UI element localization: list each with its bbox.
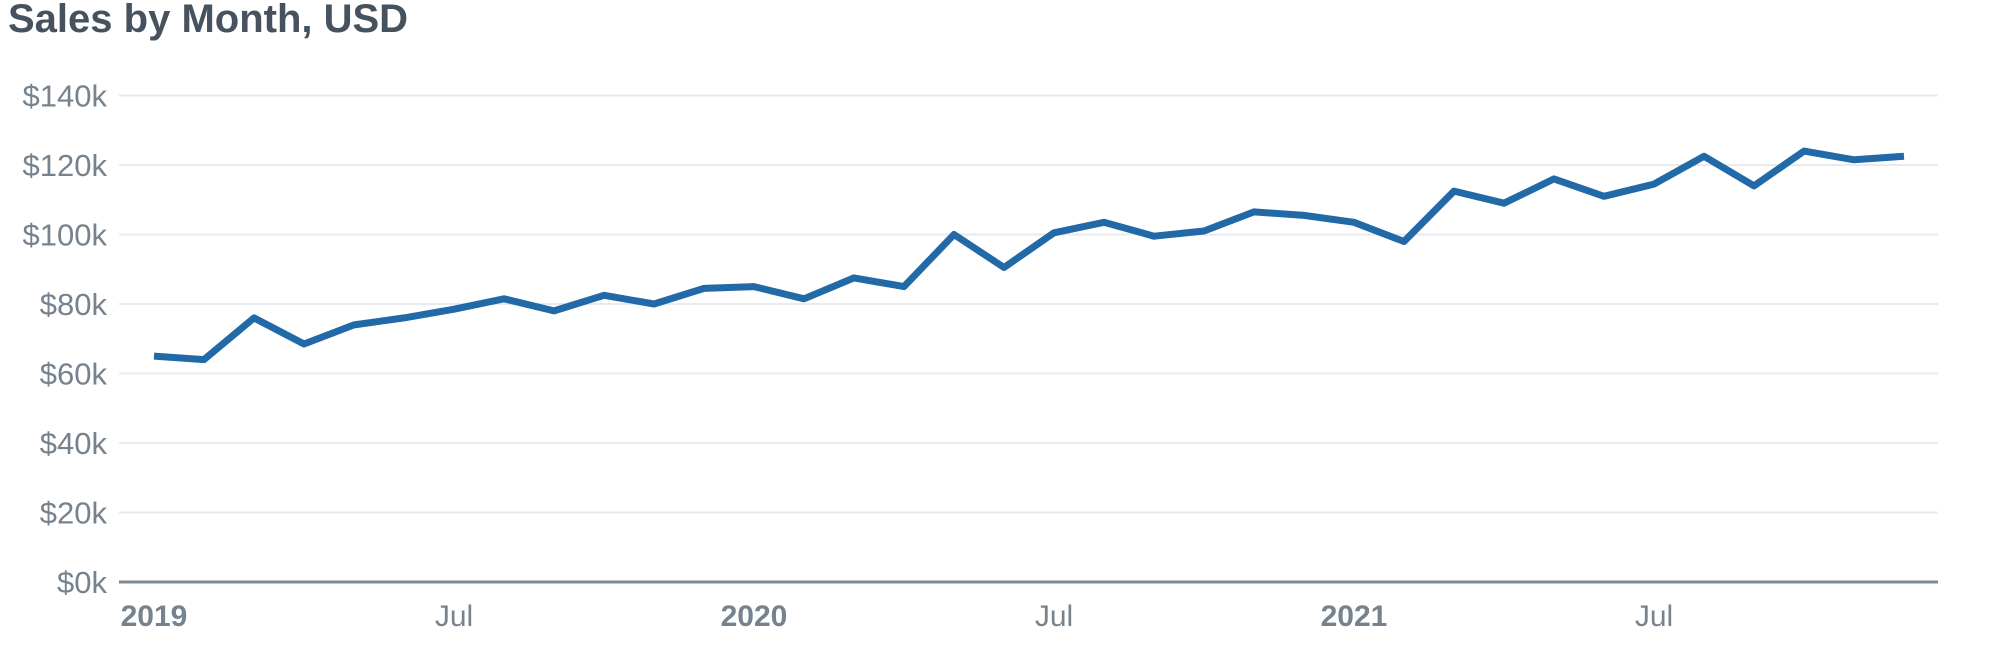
y-tick-label: $20k (40, 496, 108, 531)
chart-title: Sales by Month, USD (8, 0, 409, 41)
x-tick-label: Jul (1635, 600, 1673, 633)
y-tick-label: $80k (40, 287, 108, 322)
sales-line-series (153, 147, 1905, 364)
y-axis-labels: $0k $20k $40k $60k $80k $100k $120k $140k (23, 79, 108, 601)
x-tick-label: 2021 (1321, 600, 1388, 633)
y-tick-label: $0k (57, 565, 107, 600)
x-axis-labels: 2019 Jul 2020 Jul 2021 Jul (121, 600, 1674, 633)
x-tick-label: Jul (1035, 600, 1073, 633)
y-tick-label: $40k (40, 426, 108, 461)
y-tick-label: $60k (40, 357, 108, 392)
x-tick-label: 2019 (121, 600, 188, 633)
y-tick-label: $100k (23, 218, 108, 253)
y-tick-label: $140k (23, 79, 108, 114)
x-tick-label: 2020 (721, 600, 788, 633)
y-gridlines (119, 94, 1938, 584)
x-tick-label: Jul (435, 600, 473, 633)
y-tick-label: $120k (23, 148, 108, 183)
